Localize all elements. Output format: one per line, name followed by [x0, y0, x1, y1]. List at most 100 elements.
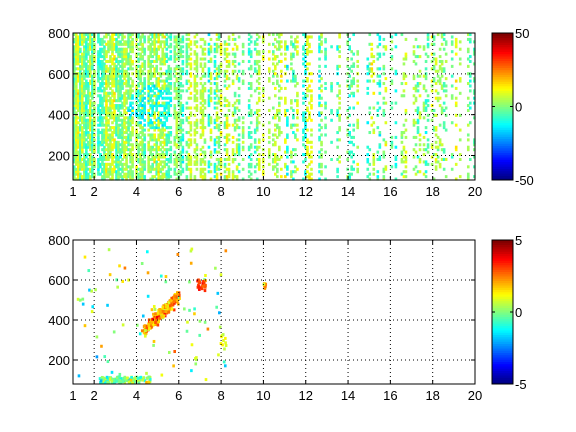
heatmap-cell [257, 96, 261, 100]
heatmap-cell [267, 96, 271, 100]
heatmap-cell [111, 57, 114, 61]
heatmap-cell [233, 55, 237, 59]
heatmap-cell [274, 116, 277, 120]
heatmap-cell [201, 86, 205, 90]
colorbar-swatch [492, 368, 513, 371]
heatmap-cell [318, 101, 321, 105]
heatmap-cell [320, 170, 323, 174]
heatmap-cell [160, 312, 163, 316]
heatmap-cell [159, 274, 163, 278]
heatmap-cell [153, 133, 157, 137]
heatmap-cell [257, 157, 261, 161]
heatmap-cell [320, 96, 323, 100]
heatmap-cell [75, 123, 78, 127]
heatmap-cell [394, 155, 398, 159]
heatmap-cell [79, 84, 82, 88]
heatmap-cell [91, 157, 94, 161]
heatmap-cell [103, 72, 106, 76]
heatmap-cell [237, 145, 241, 149]
heatmap-cell [306, 145, 309, 149]
heatmap-cell [73, 33, 76, 37]
heatmap-cell [195, 131, 199, 135]
heatmap-cell [169, 55, 173, 59]
heatmap-cell [137, 143, 140, 147]
heatmap-cell [227, 84, 231, 88]
heatmap-cell [89, 157, 92, 161]
heatmap-cell [257, 59, 261, 63]
heatmap-cell [394, 101, 398, 105]
heatmap-cell [109, 170, 112, 174]
x-tick-label: 16 [383, 388, 397, 403]
heatmap-cell [155, 172, 159, 176]
heatmap-cell [151, 99, 154, 103]
heatmap-cell [105, 79, 108, 83]
heatmap-cell [274, 94, 277, 98]
heatmap-cell [390, 106, 394, 110]
heatmap-cell [235, 123, 239, 127]
heatmap-cell [83, 177, 86, 181]
heatmap-cell [117, 150, 120, 154]
heatmap-cell [412, 167, 416, 171]
heatmap-cell [83, 72, 86, 76]
heatmap-cell [219, 96, 223, 100]
heatmap-cell [164, 310, 168, 314]
heatmap-cell [163, 101, 167, 105]
heatmap-cell [173, 35, 177, 39]
heatmap-cell [267, 42, 271, 46]
heatmap-cell [107, 157, 110, 161]
heatmap-cell [77, 96, 80, 100]
heatmap-cell [146, 250, 149, 254]
heatmap-cell [99, 82, 102, 86]
heatmap-cell [274, 133, 277, 137]
heatmap-cell [284, 108, 287, 112]
colorbar-swatch [492, 352, 513, 356]
heatmap-cell [127, 77, 130, 81]
heatmap-cell [118, 381, 121, 385]
heatmap-cell [163, 62, 167, 66]
heatmap-cell [193, 121, 197, 125]
heatmap-cell [223, 42, 227, 46]
heatmap-cell [129, 108, 132, 112]
heatmap-cell [261, 99, 265, 103]
heatmap-cell [83, 324, 87, 328]
heatmap-cell [468, 72, 472, 76]
heatmap-cell [125, 162, 128, 166]
heatmap-cell [125, 155, 128, 159]
heatmap-cell [241, 135, 245, 139]
heatmap-cell [81, 37, 84, 41]
heatmap-cell [135, 96, 138, 100]
heatmap-cell [135, 138, 138, 142]
heatmap-cell [376, 113, 380, 117]
heatmap-cell [231, 160, 235, 164]
heatmap-cell [87, 99, 90, 103]
heatmap-cell [91, 91, 94, 95]
heatmap-cell [257, 153, 261, 157]
colorbar-swatch [492, 246, 513, 250]
heatmap-cell [368, 148, 372, 152]
heatmap-cell [149, 138, 152, 142]
heatmap-cell [103, 157, 106, 161]
heatmap-cell [115, 82, 118, 86]
heatmap-cell [121, 135, 124, 139]
heatmap-cell [215, 82, 219, 86]
heatmap-cell [119, 131, 122, 135]
heatmap-cell [267, 108, 271, 112]
heatmap-cell [175, 128, 179, 132]
heatmap-cell [153, 74, 157, 78]
heatmap-cell [432, 52, 436, 56]
heatmap-cell [103, 99, 106, 103]
heatmap-cell [219, 69, 223, 73]
heatmap-cell [249, 84, 253, 88]
heatmap-cell [117, 94, 120, 98]
heatmap-cell [366, 145, 370, 149]
heatmap-cell [241, 69, 245, 73]
heatmap-cell [450, 57, 454, 61]
heatmap-cell [159, 42, 163, 46]
heatmap-cell [103, 108, 106, 112]
heatmap-cell [93, 157, 96, 161]
heatmap-cell [161, 167, 165, 171]
heatmap-cell [290, 170, 293, 174]
heatmap-cell [85, 33, 88, 37]
heatmap-cell [125, 72, 128, 76]
